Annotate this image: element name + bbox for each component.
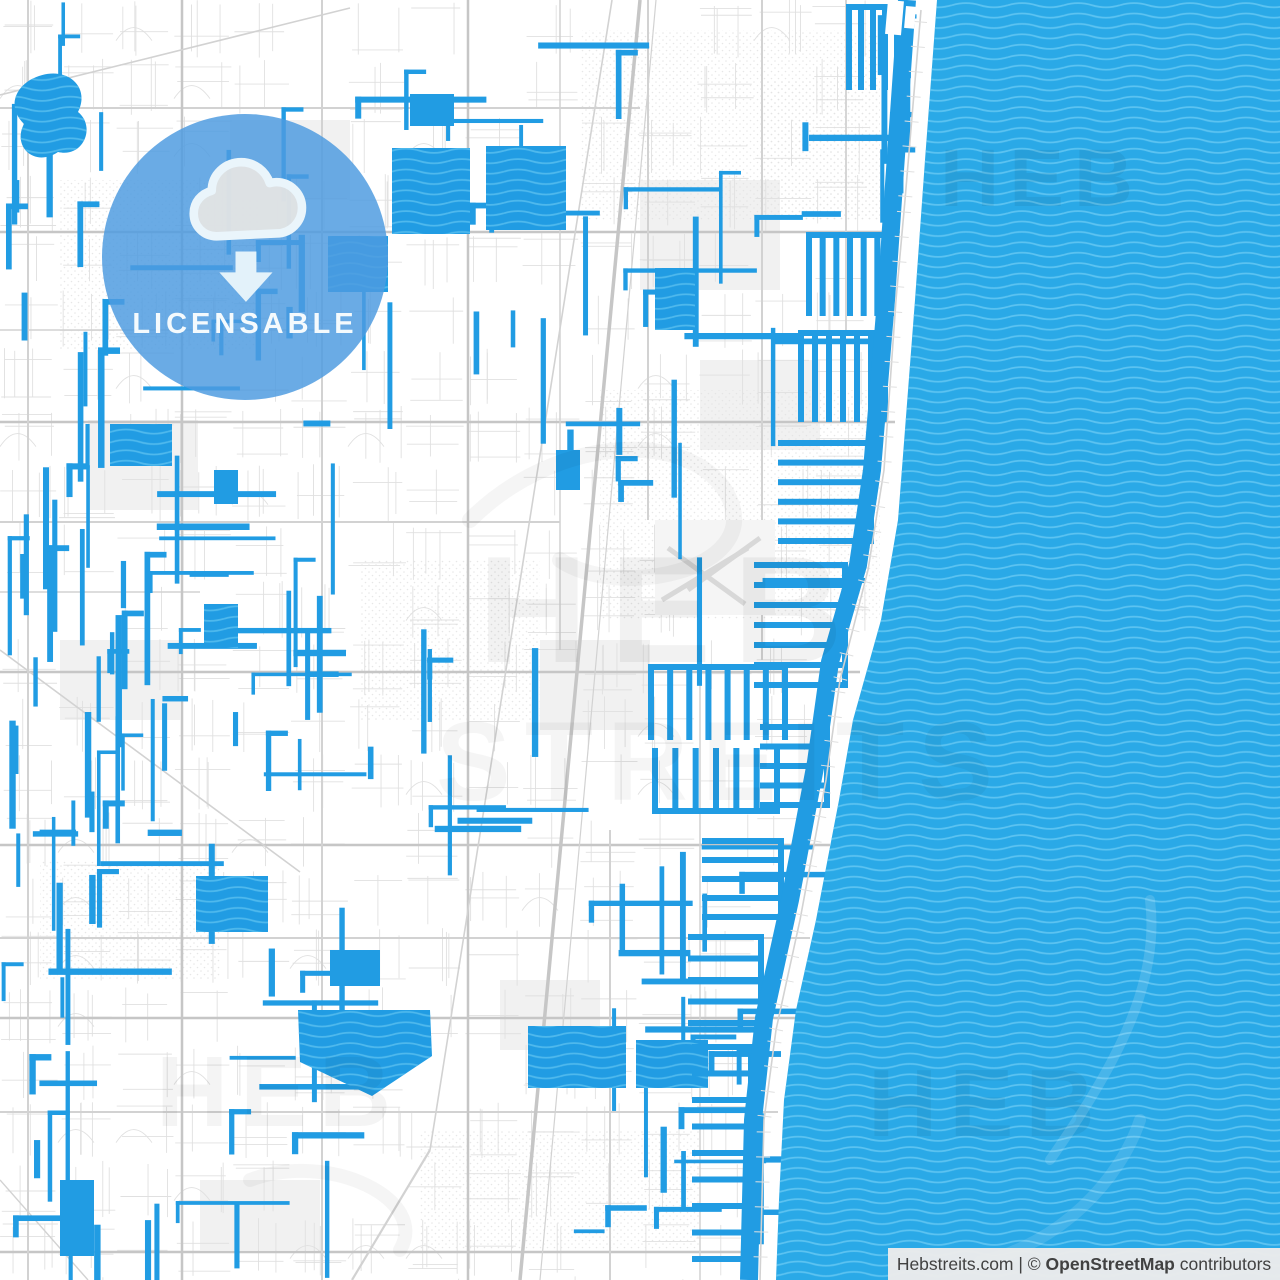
watermark-text: HEB: [156, 1036, 403, 1148]
watermark-text: HEB: [868, 1050, 1107, 1157]
watermark-text: STREITS: [436, 699, 1007, 824]
cloud-shape: [189, 157, 307, 241]
cloud-download-icon: [189, 157, 307, 302]
badge-label: LICENSABLE: [132, 308, 358, 340]
licensable-badge[interactable]: LICENSABLE: [102, 114, 388, 400]
watermark-text: HEB: [478, 525, 865, 695]
attribution-suffix: contributors: [1174, 1253, 1272, 1274]
attribution-bar: Hebstreits.com | © OpenStreetMap contrib…: [888, 1248, 1280, 1280]
download-arrow: [219, 251, 273, 302]
attribution-site-link[interactable]: Hebstreits.com | ©: [896, 1253, 1046, 1274]
watermark-text: HEB: [940, 133, 1143, 224]
attribution-osm-link[interactable]: OpenStreetMap: [1045, 1253, 1175, 1274]
